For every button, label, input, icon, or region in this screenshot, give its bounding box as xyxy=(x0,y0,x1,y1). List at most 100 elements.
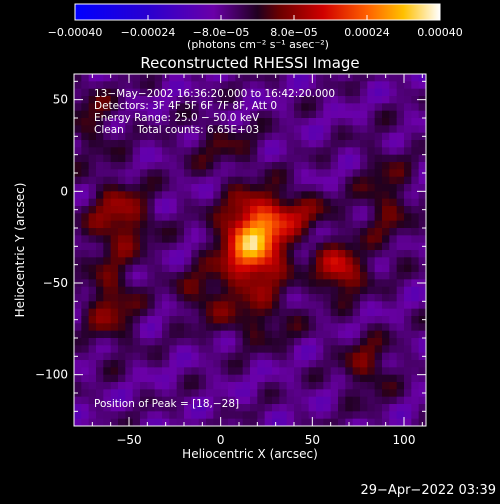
heatmap-cell xyxy=(206,301,214,310)
heatmap-cell xyxy=(132,338,141,346)
colorbar: −0.00040 −0.00024 −8.0e−05 8.0e−05 0.00024 0.… xyxy=(48,3,463,51)
heatmap-cell xyxy=(389,184,398,192)
heatmap-cell xyxy=(272,206,280,214)
heatmap-cell xyxy=(198,176,207,185)
heatmap-cell xyxy=(206,191,214,200)
heatmap-cell xyxy=(345,213,354,222)
heatmap-cell xyxy=(389,132,398,141)
heatmap-cell xyxy=(147,140,156,148)
heatmap-cell xyxy=(352,103,361,112)
heatmap-cell xyxy=(103,316,112,324)
heatmap-cell xyxy=(242,88,251,97)
heatmap-cell xyxy=(374,81,383,90)
heatmap-cell xyxy=(103,125,112,134)
heatmap-cell xyxy=(184,176,192,185)
heatmap-cell xyxy=(250,374,258,383)
heatmap-cell xyxy=(360,132,368,141)
heatmap-cell xyxy=(308,338,317,346)
heatmap-cell xyxy=(374,147,383,156)
heatmap-cell xyxy=(81,338,90,346)
heatmap-cell xyxy=(220,162,229,170)
heatmap-cell xyxy=(338,140,346,148)
heatmap-cell xyxy=(228,132,236,141)
heatmap-cell xyxy=(330,132,339,141)
heatmap-cell xyxy=(272,323,280,332)
heatmap-cell xyxy=(264,242,273,251)
heatmap-cell xyxy=(132,118,141,126)
heatmap-cell xyxy=(154,162,163,170)
heatmap-cell xyxy=(125,103,134,112)
heatmap-cell xyxy=(220,118,229,126)
heatmap-cell xyxy=(228,242,236,251)
heatmap-cell xyxy=(338,103,346,112)
heatmap-cell xyxy=(103,213,112,222)
heatmap-cell xyxy=(345,88,354,97)
heatmap-cell xyxy=(235,118,244,126)
heatmap-cell xyxy=(147,176,156,185)
plot-frame xyxy=(73,73,427,427)
heatmap-cell xyxy=(382,330,390,339)
heatmap-cell xyxy=(176,74,185,82)
heatmap-cell xyxy=(257,382,266,390)
heatmap-cell xyxy=(257,184,266,192)
heatmap-cell xyxy=(118,367,126,376)
heatmap-cell xyxy=(162,184,170,192)
heatmap-cell xyxy=(220,404,229,412)
heatmap-cell xyxy=(88,250,97,258)
heatmap-cell xyxy=(154,418,163,426)
heatmap-cell xyxy=(279,191,288,200)
heatmap-cell xyxy=(264,154,273,163)
heatmap-cell xyxy=(352,250,361,258)
heatmap-cell xyxy=(132,352,141,361)
heatmap-cell xyxy=(176,125,185,134)
heatmap-cell xyxy=(250,118,258,126)
heatmap-cell xyxy=(88,147,97,156)
heatmap-cell xyxy=(250,418,258,426)
heatmap-cell xyxy=(96,250,104,258)
heatmap-cell xyxy=(74,184,82,192)
heatmap-cell xyxy=(396,374,405,383)
heatmap-cell xyxy=(338,272,346,280)
heatmap-cell xyxy=(154,382,163,390)
heatmap-cell xyxy=(272,110,280,119)
heatmap-cell xyxy=(352,132,361,141)
heatmap-cell xyxy=(257,169,266,178)
heatmap-cell xyxy=(345,367,354,376)
heatmap-cell xyxy=(140,220,148,229)
heatmap-cell xyxy=(301,404,310,412)
heatmap-cell xyxy=(301,242,310,251)
heatmap-cell xyxy=(418,411,426,420)
heatmap-cell xyxy=(338,74,346,82)
heatmap-cell xyxy=(330,250,339,258)
heatmap-cell xyxy=(418,404,426,412)
heatmap-cell xyxy=(191,140,200,148)
heatmap-cell xyxy=(110,279,119,288)
heatmap-cell xyxy=(191,235,200,244)
heatmap-cell xyxy=(330,360,339,368)
heatmap-cell xyxy=(360,316,368,324)
heatmap-cell xyxy=(132,206,141,214)
heatmap-cell xyxy=(418,323,426,332)
heatmap-cell xyxy=(250,220,258,229)
heatmap-cell xyxy=(404,389,412,398)
heatmap-cell xyxy=(404,132,412,141)
heatmap-cell xyxy=(220,374,229,383)
heatmap-cell xyxy=(396,257,405,266)
heatmap-cell xyxy=(308,235,317,244)
heatmap-cell xyxy=(242,330,251,339)
heatmap-cell xyxy=(396,154,405,163)
heatmap-cell xyxy=(294,396,302,405)
heatmap-cell xyxy=(242,345,251,354)
heatmap-cell xyxy=(323,162,332,170)
heatmap-cell xyxy=(242,198,251,207)
heatmap-cell xyxy=(316,264,324,273)
heatmap-cell xyxy=(125,88,134,97)
heatmap-cell xyxy=(154,279,163,288)
heatmap-cell xyxy=(330,264,339,273)
heatmap-cell xyxy=(96,220,104,229)
heatmap-cell xyxy=(206,213,214,222)
heatmap-cell xyxy=(154,308,163,317)
heatmap-cell xyxy=(110,118,119,126)
heatmap-cell xyxy=(257,396,266,405)
heatmap-cell xyxy=(154,191,163,200)
